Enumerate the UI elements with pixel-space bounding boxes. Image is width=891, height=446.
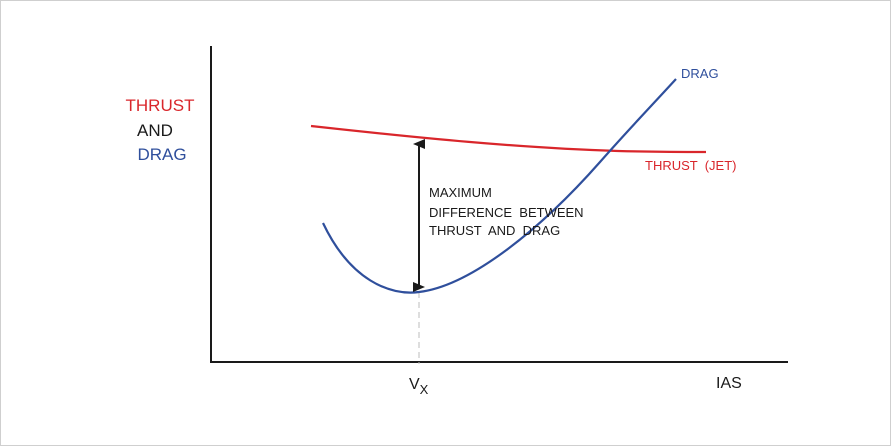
drag-curve-label: DRAG	[681, 66, 719, 81]
annotation-line-1: MAXIMUM	[429, 185, 492, 200]
vx-label-sub: X	[420, 382, 429, 397]
annotation-line-2: DIFFERENCE BETWEEN	[429, 205, 584, 220]
thrust-curve-label: THRUST (JET)	[645, 158, 736, 173]
vx-label: VX	[409, 376, 429, 397]
thrust-curve	[310, 124, 707, 154]
vx-label-main: V	[409, 376, 420, 393]
annotation-line-3: THRUST AND DRAG	[429, 223, 560, 238]
y-axis-label-thrust: THRUST	[126, 96, 195, 115]
drag-curve	[322, 78, 677, 294]
y-axis-label-drag: DRAG	[137, 145, 186, 164]
x-axis-label: IAS	[716, 375, 742, 392]
y-axis-label-and: AND	[137, 121, 173, 140]
